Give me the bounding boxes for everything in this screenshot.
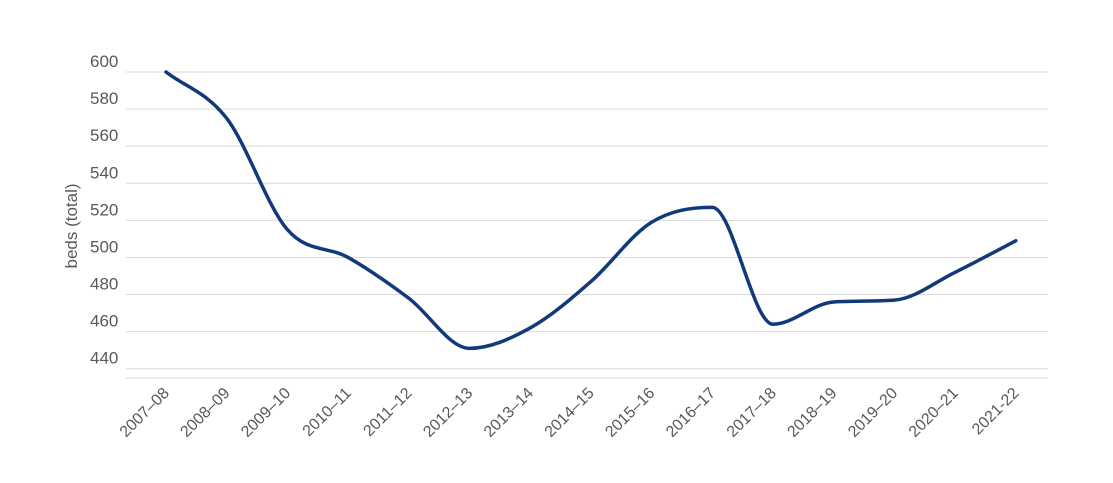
x-tick-label: 2012–13 xyxy=(420,385,476,441)
series-line xyxy=(164,70,1018,351)
data-point xyxy=(952,269,958,275)
x-tick-label: 2014–15 xyxy=(542,385,598,441)
x-tick-label: 2013–14 xyxy=(481,385,537,441)
x-tick-label: 2019–20 xyxy=(845,385,901,441)
data-point xyxy=(163,69,169,75)
y-axis-ticks: 600 580 560 540 520 500 480 460 440 xyxy=(90,52,118,368)
y-tick-label: 500 xyxy=(90,237,118,256)
x-tick-label: 2007–08 xyxy=(117,385,173,441)
series-layer xyxy=(163,69,1019,351)
data-point xyxy=(649,219,655,225)
data-point xyxy=(1013,238,1019,244)
x-tick-label: 2010–11 xyxy=(300,385,355,440)
x-tick-label: 2021-22 xyxy=(969,385,1023,439)
data-point xyxy=(709,204,715,210)
x-tick-label: 2008–09 xyxy=(177,385,233,441)
data-point xyxy=(406,295,412,301)
data-point xyxy=(831,299,837,305)
data-point xyxy=(527,325,533,331)
y-tick-label: 560 xyxy=(90,126,118,145)
y-tick-label: 440 xyxy=(90,349,118,368)
data-point xyxy=(467,345,473,351)
x-tick-label: 2015–16 xyxy=(602,385,658,441)
y-tick-label: 580 xyxy=(90,89,118,108)
x-tick-label: 2020–21 xyxy=(906,385,962,441)
y-tick-label: 600 xyxy=(90,52,118,71)
data-point xyxy=(345,254,351,260)
x-tick-label: 2017–18 xyxy=(724,385,780,441)
data-point xyxy=(284,227,290,233)
data-point xyxy=(224,115,230,121)
x-tick-label: 2011–12 xyxy=(360,385,415,440)
x-tick-label: 2016–17 xyxy=(663,385,719,441)
data-point xyxy=(770,321,776,327)
x-axis-ticks: 2007–08 2008–09 2009–10 2010–11 2011–12 2012–… xyxy=(117,385,1023,441)
data-point xyxy=(891,297,897,303)
data-point xyxy=(588,279,594,285)
y-tick-label: 520 xyxy=(90,200,118,219)
y-tick-label: 540 xyxy=(90,163,118,182)
y-axis-title: beds (total) xyxy=(62,183,81,268)
x-tick-label: 2018–19 xyxy=(784,385,840,441)
grid-lines xyxy=(126,71,1048,379)
y-tick-label: 480 xyxy=(90,275,118,294)
y-tick-label: 460 xyxy=(90,312,118,331)
x-tick-label: 2009–10 xyxy=(238,385,294,441)
